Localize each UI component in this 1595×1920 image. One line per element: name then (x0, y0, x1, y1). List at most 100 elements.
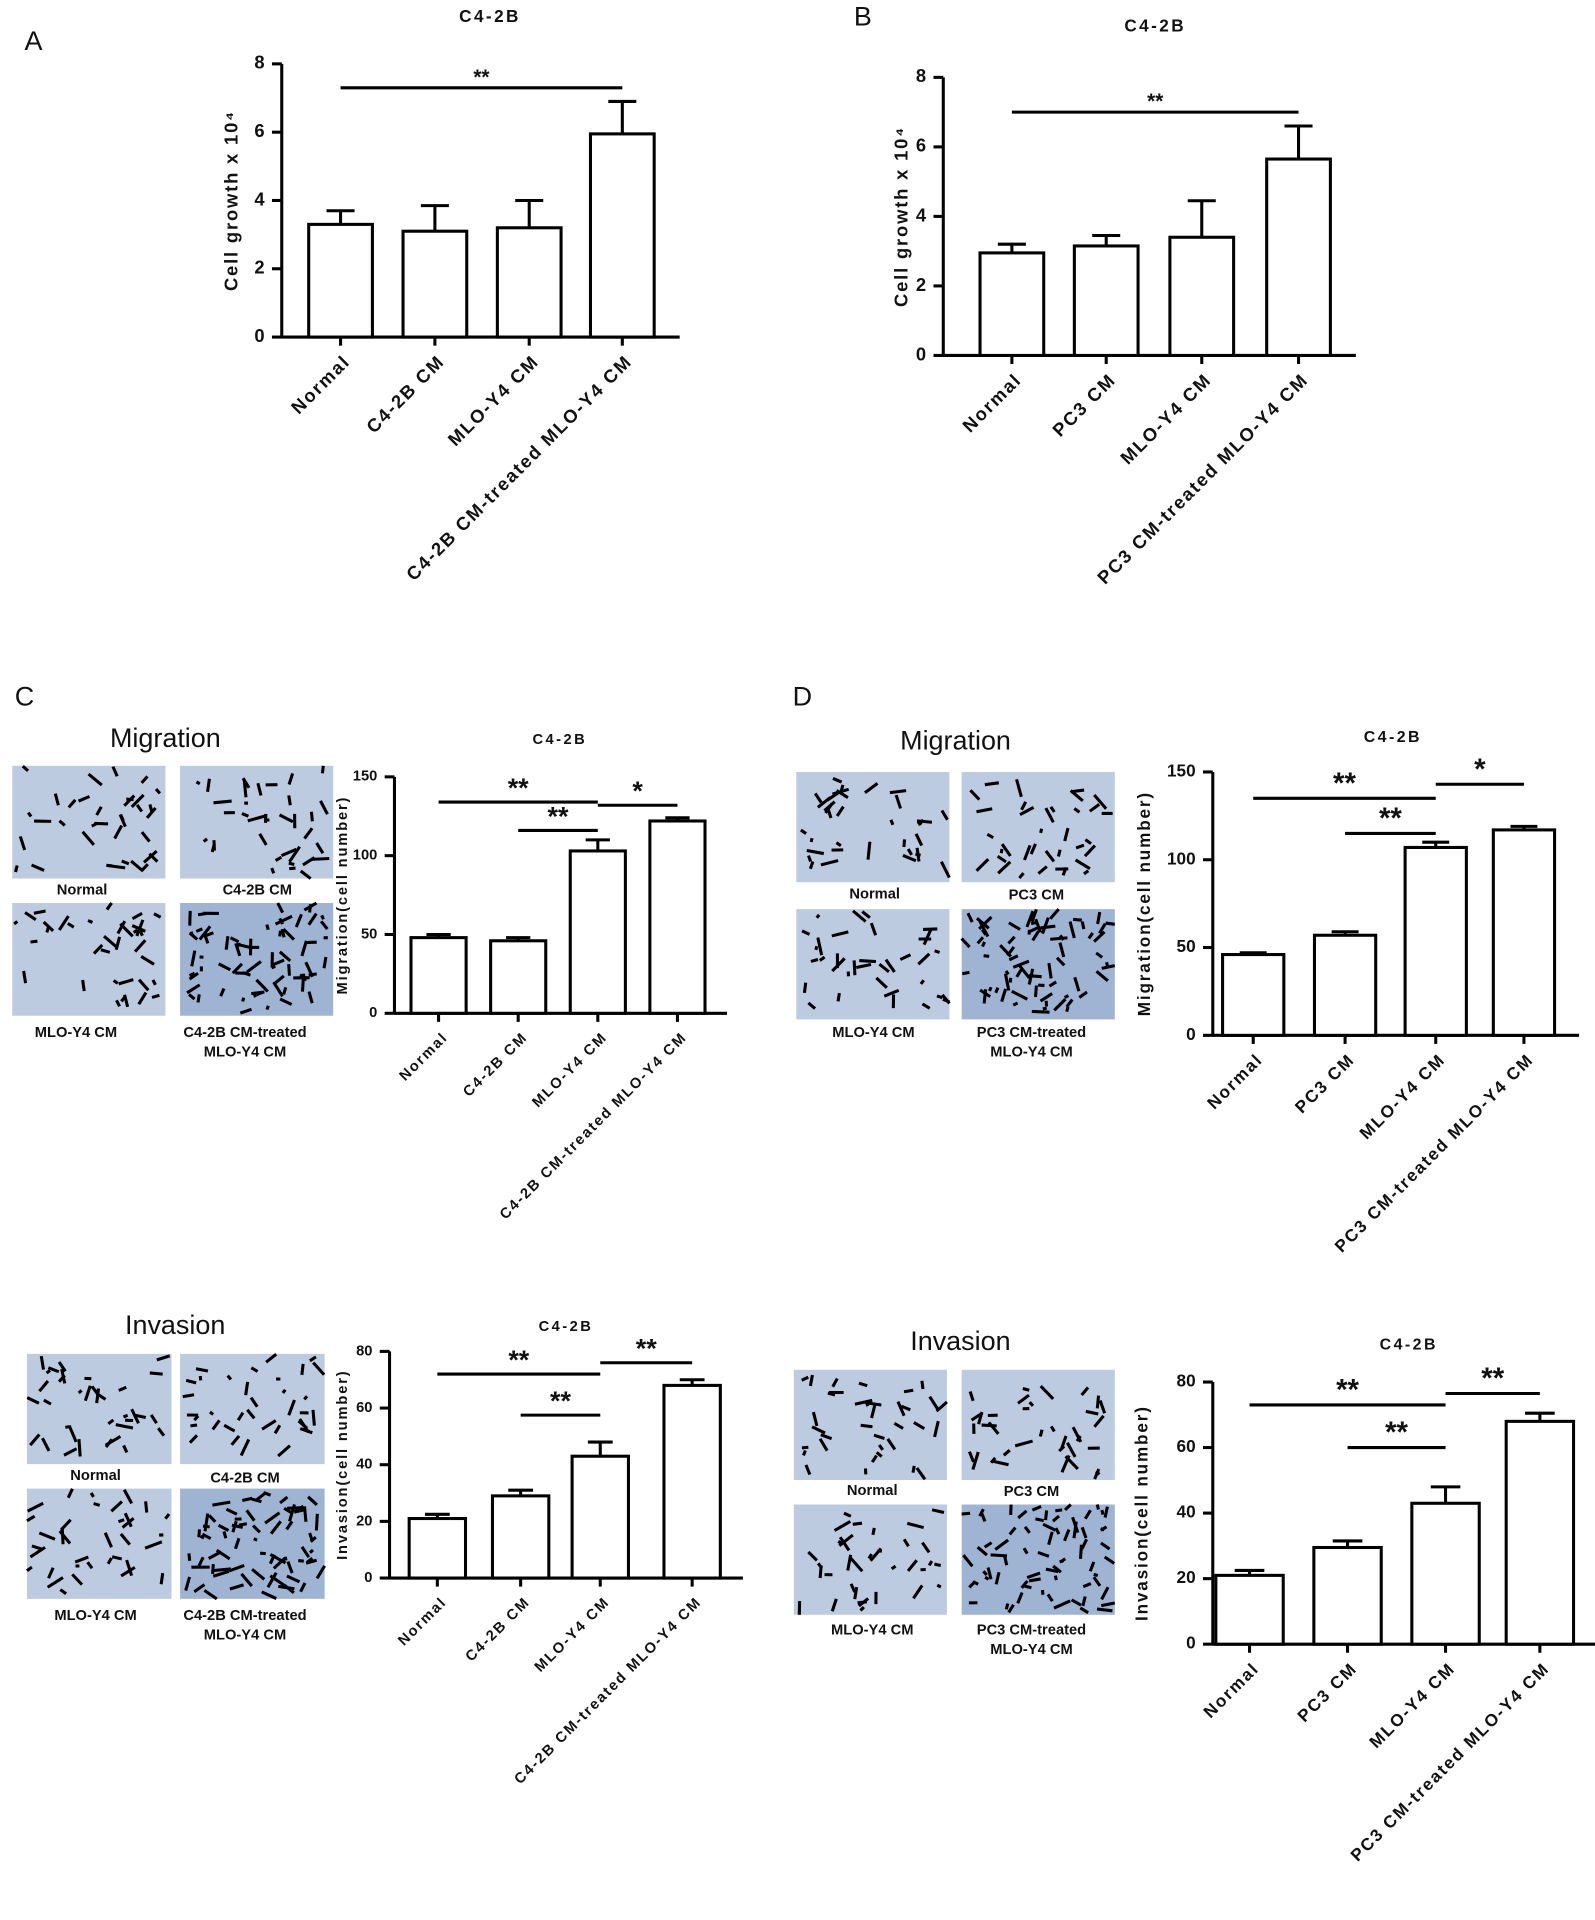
y-tick-label: 2 (916, 274, 926, 295)
cell (307, 912, 318, 926)
cell (236, 1411, 245, 1421)
cell (976, 807, 993, 814)
panel-heading: Invasion (910, 1326, 1010, 1356)
cell (293, 1508, 305, 1514)
cell (288, 1503, 296, 1522)
cell (962, 970, 970, 976)
cell (193, 1583, 206, 1593)
cell (1028, 974, 1042, 979)
cell (74, 1555, 89, 1564)
significance-mark: ** (1379, 802, 1402, 835)
cell (996, 855, 1007, 864)
cell (1084, 838, 1092, 845)
cell (125, 1559, 134, 1577)
y-tick-label: 0 (364, 1570, 372, 1586)
cell (103, 1532, 113, 1548)
cell (981, 941, 986, 948)
x-tick-label: Normal (287, 351, 354, 418)
cell (1031, 1505, 1042, 1512)
cell (95, 1388, 101, 1404)
cell (319, 920, 329, 931)
cell (802, 982, 808, 994)
cell (978, 1508, 985, 1517)
cell (1053, 1599, 1071, 1610)
significance-mark: ** (550, 1386, 571, 1416)
cell (994, 987, 1000, 994)
cell (13, 920, 19, 926)
cell (1028, 1577, 1041, 1583)
cell (46, 1576, 64, 1589)
cell (303, 827, 314, 840)
cell (1028, 1401, 1035, 1407)
cell (24, 911, 37, 921)
micrograph (961, 1369, 1115, 1481)
cell (854, 1398, 873, 1406)
micrograph-bg (961, 771, 1115, 883)
cell (1051, 1514, 1061, 1523)
cell (1050, 936, 1068, 941)
micrograph (796, 909, 951, 1020)
cell (131, 924, 146, 933)
cell (1045, 1567, 1059, 1574)
cell (835, 805, 845, 817)
cell (278, 917, 285, 925)
cell (151, 979, 157, 986)
cell (87, 919, 94, 924)
cell (1093, 930, 1106, 943)
micrograph (793, 1369, 948, 1481)
cell (278, 1584, 295, 1591)
cell (988, 986, 993, 992)
cell (283, 1556, 288, 1561)
cell (921, 1541, 931, 1554)
cell (933, 1420, 940, 1438)
cell (305, 1556, 314, 1564)
cell (1041, 917, 1050, 935)
cell (980, 1513, 987, 1522)
cell (966, 912, 974, 923)
cell (890, 1564, 897, 1571)
cell (1093, 1414, 1105, 1428)
cell (67, 798, 77, 809)
cell (1078, 990, 1088, 999)
cell (869, 1547, 883, 1562)
cell (997, 860, 1012, 875)
cell (67, 1424, 78, 1443)
image-label: Normal (849, 886, 900, 902)
cell (115, 1423, 134, 1430)
y-tick-label: 60 (356, 1400, 372, 1416)
cell (1046, 1593, 1054, 1602)
chart-title: C4-2B (459, 6, 521, 26)
significance-mark: ** (1147, 90, 1164, 113)
cell (288, 866, 296, 871)
cell (1023, 1584, 1032, 1590)
cell (1008, 954, 1019, 962)
cell (312, 1361, 326, 1376)
image-label: C4-2B CM (210, 1471, 279, 1487)
cell (875, 976, 888, 989)
cell (300, 1546, 311, 1559)
cell (983, 1541, 993, 1549)
cell (1022, 1547, 1029, 1555)
cell (1037, 1550, 1050, 1558)
cell (1058, 942, 1066, 958)
cell (1020, 1579, 1029, 1589)
cell (1039, 1385, 1055, 1400)
cell (914, 833, 924, 847)
cell (984, 781, 1000, 787)
cell (941, 993, 951, 1005)
cell (919, 979, 925, 985)
cell (66, 922, 75, 929)
micrograph-bg (180, 903, 334, 1016)
micrograph (180, 901, 334, 1016)
cell (135, 804, 144, 813)
cell (1055, 956, 1066, 967)
cell (1014, 1439, 1034, 1448)
cell (1048, 980, 1057, 988)
cell (77, 795, 91, 803)
cell (137, 978, 150, 992)
cell (1072, 1521, 1078, 1539)
significance-mark: ** (1336, 1373, 1359, 1406)
bar (568, 849, 627, 1015)
cell (1074, 858, 1091, 870)
cell (229, 1583, 245, 1591)
